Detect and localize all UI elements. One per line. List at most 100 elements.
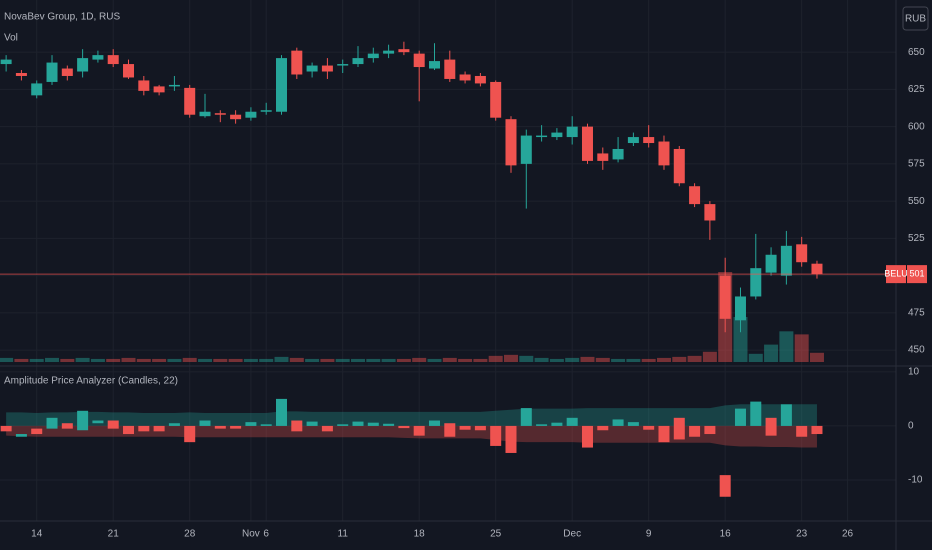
- indicator-candle: [520, 408, 532, 426]
- indicator-candle: [658, 425, 670, 443]
- candle-body: [780, 245, 792, 276]
- indicator-candle: [566, 417, 578, 426]
- volume-bar: [595, 357, 610, 362]
- indicator-candle: [673, 417, 685, 440]
- volume-bar: [427, 358, 442, 362]
- candle-body: [689, 186, 701, 205]
- candle-body: [107, 55, 119, 65]
- last-price-label: 501: [909, 268, 924, 278]
- currency-button[interactable]: [902, 6, 929, 31]
- indicator-candle: [765, 417, 777, 436]
- candle-body: [337, 64, 349, 66]
- indicator-candle: [689, 425, 701, 437]
- candle-body: [750, 268, 762, 297]
- y-tick-label: 600: [908, 121, 925, 132]
- candle-body: [92, 55, 104, 60]
- candle-body: [138, 80, 150, 91]
- indicator-candle: [199, 420, 211, 426]
- indicator-candle: [444, 423, 456, 437]
- volume-bar: [580, 356, 595, 362]
- volume-bar: [779, 331, 794, 362]
- volume-bar: [14, 358, 29, 362]
- y-tick-label: 0: [908, 421, 914, 432]
- candle-body: [490, 81, 502, 118]
- candle-body: [46, 62, 58, 82]
- indicator-candle: [15, 434, 27, 437]
- volume-bar: [29, 358, 44, 362]
- candle-body: [367, 53, 379, 59]
- volume-bar: [503, 354, 518, 362]
- volume-bar: [0, 357, 14, 362]
- candle-body: [459, 74, 471, 81]
- indicator-candle: [92, 420, 104, 424]
- candle-body: [245, 111, 257, 118]
- volume-bar: [366, 358, 381, 362]
- chart-title: NovaBev Group, 1D, RUS: [4, 12, 120, 23]
- volume-bar: [60, 358, 75, 362]
- volume-bar: [289, 357, 304, 362]
- currency[interactable]: RUB: [905, 14, 926, 25]
- y-tick-label: 550: [908, 196, 925, 207]
- indicator-candle: [796, 425, 808, 437]
- volume-bar: [488, 355, 503, 362]
- y-tick-label: 10: [908, 367, 920, 378]
- volume-bar: [809, 352, 824, 362]
- indicator-candle: [168, 423, 180, 426]
- indicator-candle: [581, 425, 593, 448]
- indicator-candle: [306, 421, 318, 426]
- indicator-candle: [459, 425, 471, 430]
- candle-body: [276, 58, 288, 112]
- indicator-title: Amplitude Price Analyzer (Candles, 22): [4, 376, 178, 387]
- indicator-candle: [352, 421, 364, 426]
- indicator-candle: [276, 398, 288, 426]
- volume-bar: [534, 357, 549, 362]
- candle-body: [153, 86, 165, 93]
- lower-band: [6, 425, 817, 448]
- indicator-candle: [46, 417, 58, 429]
- volume-bar: [228, 358, 243, 362]
- volume-bar: [626, 358, 641, 362]
- volume-bar: [182, 357, 197, 362]
- indicator-candle: [428, 420, 440, 426]
- volume-bar: [335, 358, 350, 362]
- volume-bar: [305, 358, 320, 362]
- indicator-candle: [719, 475, 731, 497]
- candle-body: [199, 111, 211, 117]
- volume-bar: [565, 357, 580, 362]
- indicator-candle: [61, 423, 73, 429]
- indicator-candle: [811, 425, 823, 435]
- candle-body: [214, 113, 226, 115]
- indicator-candle: [184, 425, 196, 443]
- candle-body: [566, 126, 578, 138]
- candle-body: [627, 137, 639, 144]
- x-tick-label: 25: [490, 529, 502, 540]
- candle-body: [123, 64, 135, 78]
- candle-body: [383, 50, 395, 54]
- candle-body: [765, 254, 777, 273]
- indicator-candle: [337, 424, 349, 426]
- x-tick-label: 21: [108, 529, 120, 540]
- candle-body: [444, 59, 456, 79]
- last-price-badge: [907, 265, 927, 284]
- y-tick-label: 650: [908, 47, 925, 58]
- x-tick-label: 11: [338, 529, 349, 540]
- candle-body: [61, 68, 73, 76]
- x-tick-label: 14: [31, 529, 43, 540]
- candle-body: [321, 65, 333, 72]
- indicator-candle: [31, 428, 43, 435]
- volume-bar: [549, 358, 564, 362]
- volume-bar: [259, 358, 274, 362]
- y-tick-label: 525: [908, 233, 925, 244]
- volume-bar: [641, 358, 656, 362]
- indicator-candle: [413, 425, 425, 436]
- candle-body: [597, 153, 609, 161]
- indicator-candle: [367, 422, 379, 426]
- indicator-candle: [597, 425, 609, 431]
- x-tick-label: 18: [414, 529, 426, 540]
- indicator-candle: [230, 425, 242, 429]
- x-tick-label: 23: [796, 529, 808, 540]
- volume-bar: [702, 351, 717, 362]
- volume-bar: [519, 355, 534, 362]
- candle-body: [15, 73, 27, 76]
- symbol-badge: [886, 265, 906, 284]
